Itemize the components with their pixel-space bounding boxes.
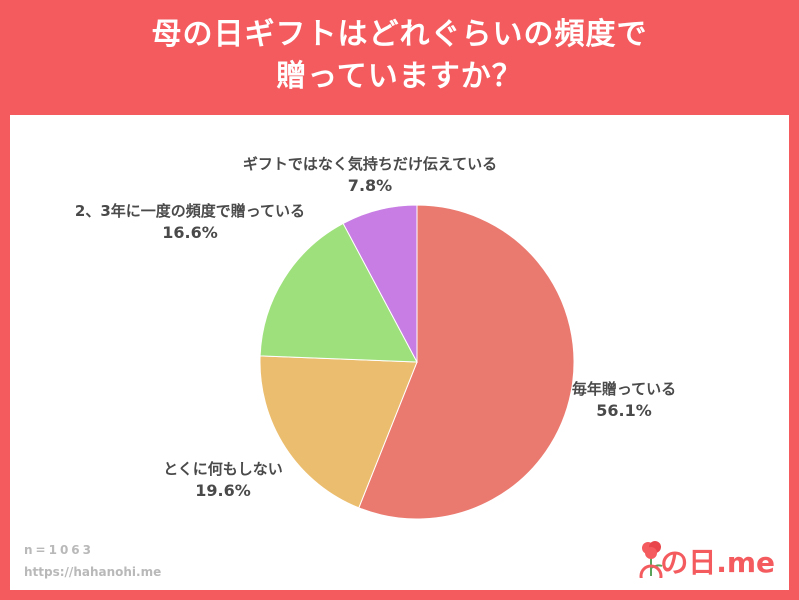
page-title: 母の日ギフトはどれぐらいの頻度で 贈っていますか？ <box>0 0 799 112</box>
site-logo[interactable]: の日.me <box>636 538 775 578</box>
pie-slice-1 <box>259 355 418 509</box>
slice-label-value: 56.1% <box>596 401 652 420</box>
footnote: n=1063 https://hahanohi.me <box>24 539 161 583</box>
pie-slice-2 <box>259 222 418 363</box>
chart-panel: 毎年贈っている 56.1% とくに何もしない 19.6% 2、3年に一度の頻度で… <box>10 115 789 590</box>
carnation-icon <box>639 541 663 578</box>
title-line-1: 母の日ギフトはどれぐらいの頻度で <box>151 17 648 52</box>
source-url: https://hahanohi.me <box>24 565 162 579</box>
slice-label-value: 19.6% <box>195 481 251 500</box>
slice-label-every-few-years: 2、3年に一度の頻度で贈っている 16.6% <box>75 200 305 244</box>
slice-label-nothing: とくに何もしない 19.6% <box>163 458 283 502</box>
slice-label-feelings-only: ギフトではなく気持ちだけ伝えている 7.8% <box>243 153 497 197</box>
slice-label-text: ギフトではなく気持ちだけ伝えている <box>242 155 498 173</box>
logo-text: の日.me <box>660 546 775 579</box>
slice-label-value: 7.8% <box>347 176 393 195</box>
slice-label-text: 毎年贈っている <box>571 380 677 398</box>
title-line-2: 贈っていますか？ <box>276 59 523 94</box>
pie-slice-3 <box>342 204 418 363</box>
slice-label-every-year: 毎年贈っている 56.1% <box>572 378 676 422</box>
slice-label-text: 2、3年に一度の頻度で贈っている <box>74 202 306 220</box>
pie-chart <box>259 204 575 520</box>
pie-slice-0 <box>358 204 575 520</box>
sample-size: n=1063 <box>24 543 94 557</box>
slice-label-text: とくに何もしない <box>163 460 283 478</box>
slice-label-value: 16.6% <box>162 223 218 242</box>
